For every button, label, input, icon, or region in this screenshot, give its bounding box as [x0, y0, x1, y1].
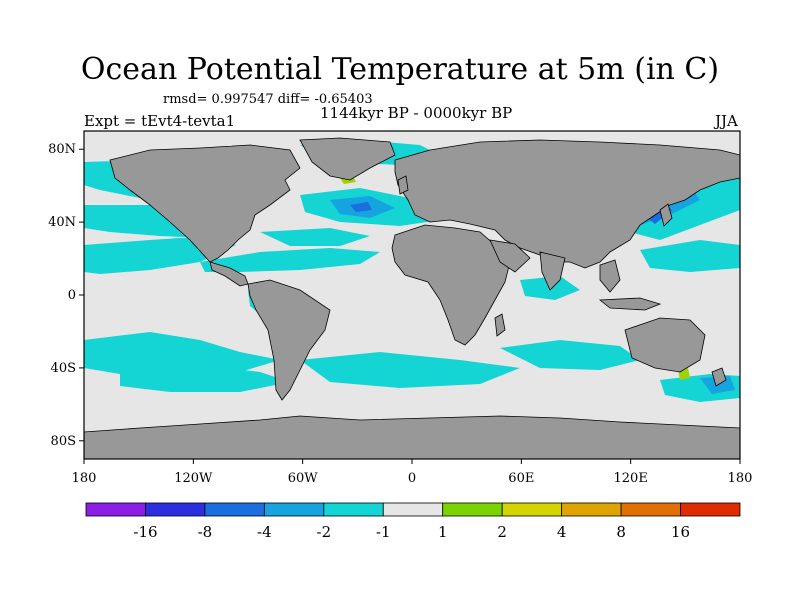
lat-tick-label: 40S	[51, 361, 76, 376]
lat-tick-label: 0	[68, 288, 76, 303]
season-label: JJA	[715, 112, 738, 130]
colorbar-swatch	[263, 502, 325, 517]
lon-tick-label: 60W	[288, 471, 319, 486]
colorbar: -16 -8 -4 -2 -1 1 2 4 8 16	[85, 502, 741, 541]
lon-tick-label: 180	[72, 471, 97, 486]
stats-label: rmsd= 0.997547 diff= -0.65403	[163, 92, 373, 107]
lon-tick-label: 120W	[174, 471, 213, 486]
lat-tick-label: 80S	[51, 434, 76, 449]
lon-tick-label: 60E	[508, 471, 534, 486]
arctic-ocean	[180, 136, 260, 146]
experiment-label: Expt = tEvt4-tevta1	[84, 112, 236, 130]
colorbar-swatch	[501, 502, 563, 517]
longitude-axis: 180 120W 60W 0 60E 120E 180	[72, 459, 753, 486]
colorbar-label: 4	[557, 523, 567, 541]
colorbar-label: 1	[438, 523, 448, 541]
colorbar-swatch	[204, 502, 265, 517]
plot-title: Ocean Potential Temperature at 5m (in C)	[80, 52, 720, 87]
colorbar-label: 8	[616, 523, 626, 541]
lon-tick-label: 120E	[614, 471, 648, 486]
colorbar-swatch	[442, 502, 503, 517]
lat-tick-label: 40N	[48, 215, 76, 230]
colorbar-label: 2	[497, 523, 507, 541]
colorbar-swatch	[382, 502, 444, 517]
lon-tick-label: 0	[408, 471, 416, 486]
colorbar-label: -4	[257, 523, 272, 541]
colorbar-swatch	[323, 502, 384, 517]
latitude-axis: 80N 40N 0 40S 80S	[48, 142, 84, 449]
colorbar-label: -2	[317, 523, 332, 541]
colorbar-swatch	[620, 502, 681, 517]
colorbar-swatch	[561, 502, 622, 517]
colorbar-label: 16	[671, 523, 690, 541]
lat-tick-label: 80N	[48, 142, 76, 157]
lon-tick-label: 180	[728, 471, 753, 486]
colorbar-swatch	[680, 502, 741, 517]
land-masses	[84, 137, 740, 459]
colorbar-label: -8	[198, 523, 213, 541]
colorbar-label: -1	[376, 523, 391, 541]
colorbar-swatch	[85, 502, 146, 517]
colorbar-swatch	[145, 502, 206, 517]
period-label: 1144kyr BP - 0000kyr BP	[320, 104, 513, 122]
colorbar-label: -16	[133, 523, 157, 541]
